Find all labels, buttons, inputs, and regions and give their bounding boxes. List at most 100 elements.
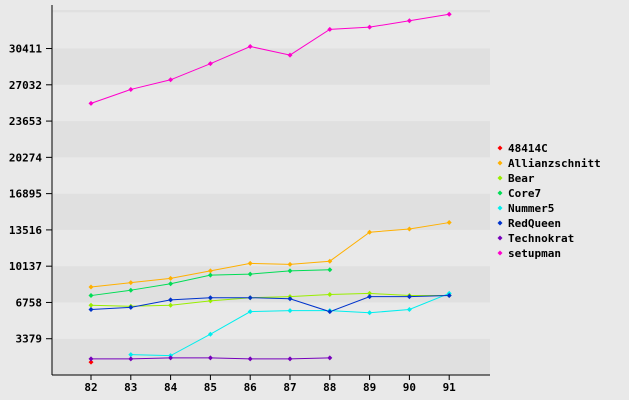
grid-band [52,84,490,122]
series-line-allianzschnitt [90,222,450,288]
legend-label-technokrat: Technokrat [508,232,574,245]
x-tick-label: 90 [403,381,416,394]
data-point-core7 [207,272,213,278]
legend-swatch-redqueen [497,220,503,226]
data-point-core7 [88,293,94,299]
x-tick-label: 88 [323,381,336,394]
data-point-redqueen [168,297,174,303]
y-tick-label: 30411 [9,43,42,56]
data-point-bear [367,290,373,296]
data-point-bear [207,298,213,304]
grid-band [52,157,490,194]
data-point-allianzschnitt [287,261,293,267]
data-point-setupman [287,52,293,58]
y-tick-label: 27032 [9,79,42,92]
data-point-redqueen [128,304,134,310]
y-tick-label: 6758 [16,296,43,309]
data-point-nummer5 [406,307,412,313]
data-point-redqueen [446,293,452,299]
series-points [88,11,452,365]
x-tick-label: 83 [124,381,137,394]
data-point-setupman [247,44,253,49]
data-point-allianzschnitt [446,220,452,226]
x-tick-label: 84 [164,381,178,394]
grid-band [52,229,490,267]
data-point-redqueen [406,294,412,300]
grid-bands [52,10,490,375]
data-point-bear [168,302,174,308]
legend-label-setupman: setupman [508,247,561,260]
data-point-core7 [168,281,174,287]
data-point-core7 [287,268,293,274]
legend-swatch-48414c [497,145,503,151]
legend: 48414C Allianzschnitt Bear Core7 Nummer5 RedQ… [497,142,601,260]
data-point-redqueen [287,296,293,302]
data-point-nummer5 [207,331,213,337]
x-tick-label: 87 [283,381,296,394]
data-point-redqueen [88,307,94,313]
data-point-setupman [168,77,174,83]
data-point-redqueen [207,295,213,301]
grid-band [52,48,490,85]
y-tick-label: 20274 [9,151,42,164]
legend-swatch-technokrat [497,235,503,241]
y-tick-label: 13516 [9,224,42,237]
grid-band [52,12,490,49]
data-point-allianzschnitt [247,260,253,266]
grid-band [52,121,490,158]
data-point-redqueen [247,295,253,301]
data-point-redqueen [327,309,333,315]
legend-label-redqueen: RedQueen [508,217,561,230]
data-point-nummer5 [247,309,253,315]
data-point-setupman [367,24,373,30]
data-point-allianzschnitt [406,226,412,232]
legend-swatch-bear [497,175,503,181]
data-point-nummer5 [367,310,373,316]
data-point-allianzschnitt [207,268,213,274]
y-tick-label: 23653 [9,115,42,128]
data-point-allianzschnitt [367,229,373,235]
data-point-allianzschnitt [327,258,333,264]
grid-band [52,193,490,230]
axes [51,5,490,376]
y-tick-label: 3379 [16,333,43,346]
data-point-48414c [88,359,94,365]
legend-label-48414c: 48414C [508,142,548,155]
data-point-setupman [128,86,134,92]
data-point-bear [327,291,333,297]
data-point-setupman [406,18,412,24]
data-point-allianzschnitt [88,284,94,290]
x-tick-label: 85 [204,381,217,394]
legend-label-allianzschnitt: Allianzschnitt [508,157,601,170]
legend-label-bear: Bear [508,172,535,185]
x-tick-label: 82 [84,381,97,394]
y-axis-ticks: 3379 6758 10137 13516 16895 20274 23653 27032 30… [9,43,52,346]
y-tick-label: 16895 [9,188,42,201]
data-point-core7 [247,271,253,277]
data-point-technokrat [287,356,293,362]
data-point-nummer5 [128,352,134,358]
data-point-setupman [327,26,333,32]
data-point-technokrat [247,356,253,362]
series-line-redqueen [90,295,450,313]
data-point-technokrat [168,355,174,361]
data-point-bear [88,302,94,308]
data-point-setupman [88,100,94,106]
grid-band [52,302,490,339]
data-point-redqueen [367,294,373,300]
data-point-core7 [327,267,333,273]
data-point-setupman [446,11,452,17]
data-point-technokrat [128,356,134,362]
data-point-core7 [128,287,134,293]
data-point-allianzschnitt [128,280,134,286]
grid-band [52,338,490,375]
data-point-setupman [207,61,213,67]
data-point-technokrat [88,356,94,362]
legend-swatch-setupman [497,250,503,256]
x-tick-label: 91 [443,381,457,394]
series-line-setupman [90,13,450,104]
data-point-technokrat [327,355,333,361]
legend-swatch-allianzschnitt [497,160,503,166]
